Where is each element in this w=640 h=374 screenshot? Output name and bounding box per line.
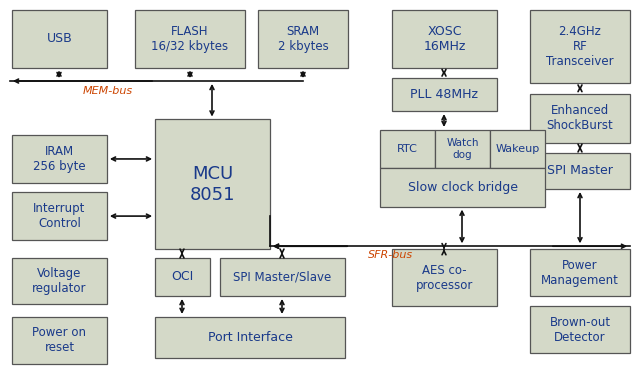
Bar: [12, 317, 107, 364]
Bar: [392, 249, 497, 306]
Bar: [530, 249, 630, 296]
Text: Enhanced
ShockBurst: Enhanced ShockBurst: [547, 104, 613, 132]
Text: IRAM
256 byte: IRAM 256 byte: [33, 145, 86, 173]
Text: SPI Master/Slave: SPI Master/Slave: [234, 270, 332, 283]
Bar: [380, 130, 435, 168]
Text: SRAM
2 kbytes: SRAM 2 kbytes: [278, 25, 328, 53]
Bar: [530, 10, 630, 83]
Text: 2.4GHz
RF
Transceiver: 2.4GHz RF Transceiver: [546, 25, 614, 68]
Bar: [258, 10, 348, 68]
Bar: [392, 78, 497, 111]
Text: MEM-bus: MEM-bus: [83, 86, 133, 96]
Text: USB: USB: [47, 33, 72, 46]
Text: FLASH
16/32 kbytes: FLASH 16/32 kbytes: [152, 25, 228, 53]
Bar: [155, 258, 210, 296]
Text: XOSC
16MHz: XOSC 16MHz: [423, 25, 466, 53]
Text: Power
Management: Power Management: [541, 259, 619, 287]
Text: SPI Master: SPI Master: [547, 165, 613, 177]
Text: AES co-
processor: AES co- processor: [416, 264, 473, 292]
Text: Wakeup: Wakeup: [495, 144, 540, 154]
Bar: [12, 258, 107, 304]
Text: Slow clock bridge: Slow clock bridge: [408, 181, 518, 194]
Bar: [530, 94, 630, 143]
Text: MCU
8051: MCU 8051: [189, 165, 236, 204]
Text: Interrupt
Control: Interrupt Control: [33, 202, 86, 230]
Text: OCI: OCI: [172, 270, 194, 283]
Text: Power on
reset: Power on reset: [33, 326, 86, 354]
Text: PLL 48MHz: PLL 48MHz: [410, 88, 479, 101]
Text: Brown-out
Detector: Brown-out Detector: [549, 316, 611, 344]
Text: Watch
dog: Watch dog: [446, 138, 479, 160]
Text: SFR-bus: SFR-bus: [367, 250, 413, 260]
Bar: [155, 317, 345, 358]
Bar: [12, 135, 107, 183]
Text: RTC: RTC: [397, 144, 418, 154]
Bar: [392, 10, 497, 68]
Bar: [530, 153, 630, 189]
Text: Voltage
regulator: Voltage regulator: [32, 267, 87, 295]
Bar: [12, 10, 107, 68]
Bar: [490, 130, 545, 168]
Text: Port Interface: Port Interface: [207, 331, 292, 344]
Bar: [12, 192, 107, 240]
Bar: [435, 130, 490, 168]
Bar: [380, 168, 545, 207]
Bar: [220, 258, 345, 296]
Bar: [155, 119, 270, 249]
Bar: [135, 10, 245, 68]
Bar: [530, 306, 630, 353]
